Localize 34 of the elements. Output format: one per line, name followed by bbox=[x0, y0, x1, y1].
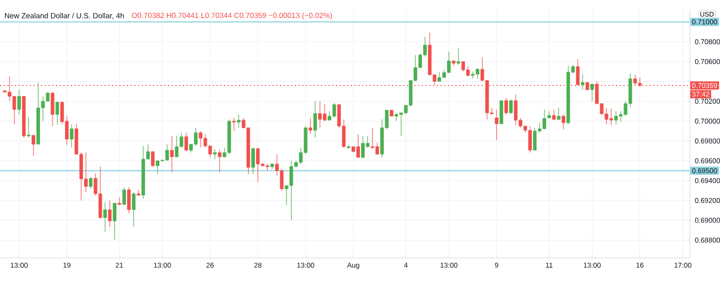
candlestick bbox=[251, 147, 255, 174]
candlestick bbox=[504, 98, 508, 115]
candlestick bbox=[136, 190, 140, 196]
candlestick bbox=[500, 100, 504, 125]
candlestick bbox=[112, 202, 116, 240]
candlestick bbox=[552, 109, 556, 120]
candlestick bbox=[184, 132, 188, 152]
candlestick bbox=[88, 177, 93, 190]
candlestick bbox=[70, 124, 74, 148]
candlestick bbox=[494, 109, 498, 141]
candlestick bbox=[132, 192, 136, 228]
candlestick bbox=[562, 114, 566, 130]
candlestick bbox=[580, 74, 584, 90]
candlestick bbox=[108, 200, 112, 228]
candlestick bbox=[170, 136, 174, 173]
candlestick bbox=[556, 108, 560, 120]
candlestick bbox=[32, 134, 36, 156]
candlestick bbox=[103, 202, 107, 232]
candlestick bbox=[218, 148, 222, 173]
candlestick bbox=[236, 114, 241, 128]
candlestick bbox=[213, 148, 217, 160]
candlestick bbox=[50, 92, 54, 126]
candlestick bbox=[308, 118, 312, 135]
candlestick bbox=[313, 100, 317, 138]
candlestick bbox=[456, 48, 460, 66]
candlestick bbox=[509, 99, 513, 114]
candlestick bbox=[26, 116, 30, 138]
candlestick bbox=[590, 84, 594, 102]
candlestick bbox=[17, 89, 21, 115]
candlestick bbox=[122, 186, 126, 206]
candlestick bbox=[232, 118, 236, 132]
candlestick bbox=[56, 100, 60, 125]
candlestick bbox=[127, 186, 131, 214]
candlestick bbox=[151, 151, 155, 167]
